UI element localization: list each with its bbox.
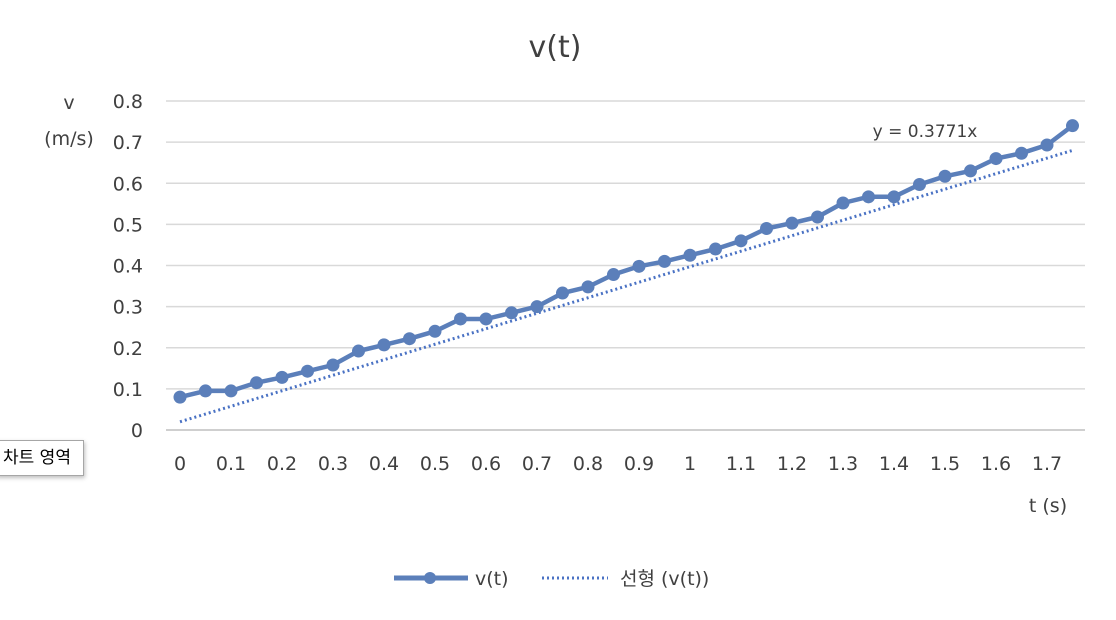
data-point — [658, 254, 671, 268]
data-point — [632, 259, 646, 273]
data-point — [403, 332, 416, 346]
y-tick-label: 0.1 — [113, 379, 143, 401]
data-point — [1066, 119, 1079, 133]
trendline-equation: y = 0.3771x — [873, 122, 978, 142]
y-tick-label: 0.2 — [113, 338, 143, 360]
x-tick-label: 0.6 — [471, 453, 501, 475]
trendline — [179, 148, 1073, 424]
x-tick-label: 0.1 — [216, 453, 246, 475]
x-tick-label: 0 — [174, 453, 186, 475]
y-tick-label: 0 — [131, 420, 143, 442]
y-tick-label: 0.4 — [113, 256, 143, 278]
data-point — [224, 384, 238, 398]
y-axis-label-line2: (m/s) — [44, 128, 94, 150]
y-tick-label: 0.3 — [113, 297, 143, 319]
x-tick-label: 1.1 — [726, 453, 756, 475]
data-point — [556, 286, 569, 300]
data-point — [275, 370, 289, 384]
x-tick-label: 1.6 — [981, 453, 1011, 475]
y-tick-label: 0.6 — [113, 173, 143, 195]
gridlines — [166, 100, 1085, 431]
x-axis-label: t (s) — [1029, 495, 1067, 517]
series-layer — [173, 119, 1079, 404]
data-point — [250, 376, 263, 390]
y-tick-label: 0.5 — [113, 214, 143, 236]
data-point — [581, 280, 595, 294]
data-point — [479, 312, 493, 326]
data-point — [173, 390, 187, 404]
series-line — [179, 123, 1074, 400]
legend-trendline-label: 선형 (v(t)) — [620, 568, 709, 590]
data-point — [505, 306, 518, 320]
x-tick-label: 0.5 — [420, 453, 450, 475]
data-point — [301, 364, 314, 378]
data-point — [199, 384, 212, 398]
y-axis-label-line1: v — [63, 92, 74, 114]
x-tick-label: 1.7 — [1032, 453, 1062, 475]
x-tick-label: 1.4 — [879, 453, 909, 475]
x-axis-ticks: 0 0.1 0.2 0.3 0.4 0.5 0.6 0.7 0.8 0.9 1 1.1 1.2 1.3 1.… — [174, 453, 1062, 475]
x-tick-label: 1.2 — [777, 453, 807, 475]
data-point — [811, 210, 824, 224]
legend-series-marker — [424, 572, 436, 584]
data-point — [862, 190, 875, 204]
data-point — [607, 268, 620, 282]
y-tick-label: 0.8 — [113, 91, 143, 113]
chart-title: v(t) — [529, 30, 582, 65]
x-tick-label: 0.4 — [369, 453, 399, 475]
data-point — [683, 248, 697, 262]
data-point — [760, 221, 773, 235]
data-point — [1015, 146, 1028, 160]
x-tick-label: 1.5 — [930, 453, 960, 475]
x-tick-label: 0.8 — [573, 453, 603, 475]
x-tick-label: 1 — [684, 453, 696, 475]
data-point — [887, 190, 901, 204]
data-point — [938, 169, 952, 183]
data-point — [377, 338, 391, 352]
data-point — [785, 216, 799, 230]
data-point — [734, 234, 748, 248]
x-tick-label: 0.7 — [522, 453, 552, 475]
legend: v(t) 선형 (v(t)) — [394, 568, 709, 590]
data-point — [709, 242, 722, 256]
data-point — [1040, 138, 1054, 152]
y-axis-ticks: 0 0.1 0.2 0.3 0.4 0.5 0.6 0.7 0.8 — [113, 91, 143, 442]
data-point — [836, 196, 850, 210]
y-tick-label: 0.7 — [113, 132, 143, 154]
chart-area-tooltip: 차트 영역 — [0, 440, 84, 476]
data-point — [352, 344, 365, 358]
trendline-layer — [179, 148, 1073, 424]
data-point — [454, 312, 467, 326]
data-point — [913, 177, 926, 191]
x-tick-label: 0.2 — [267, 453, 297, 475]
data-point — [326, 358, 340, 372]
x-tick-label: 0.9 — [624, 453, 654, 475]
x-tick-label: 1.3 — [828, 453, 858, 475]
x-tick-label: 0.3 — [318, 453, 348, 475]
data-point — [989, 152, 1003, 166]
data-point — [428, 324, 442, 338]
data-point — [964, 164, 977, 178]
data-point — [530, 300, 544, 314]
legend-series-label: v(t) — [475, 568, 509, 590]
